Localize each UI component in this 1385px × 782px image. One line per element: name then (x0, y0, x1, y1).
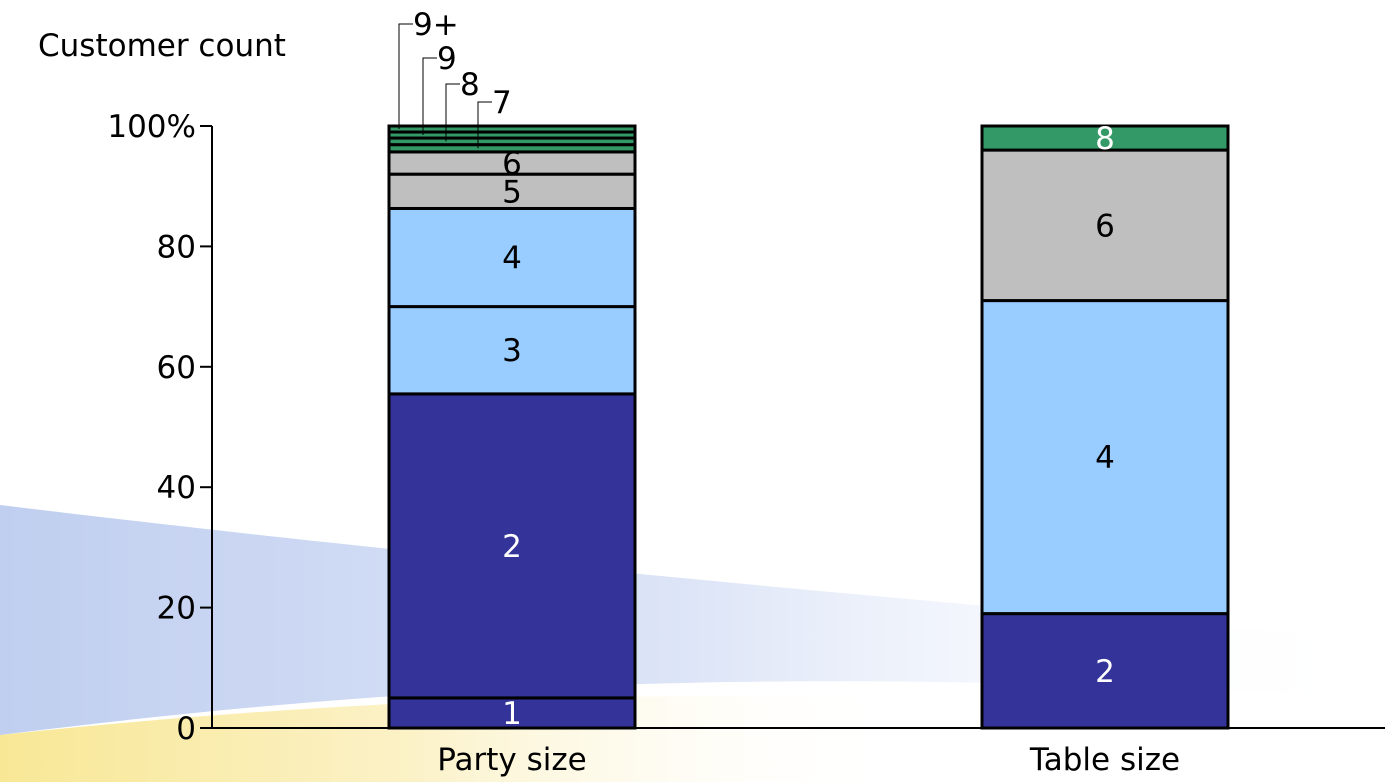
y-tick-label: 0 (176, 711, 196, 747)
segment-label: 6 (502, 146, 522, 182)
callout-leader-line (445, 83, 460, 142)
y-tick-label: 20 (157, 591, 196, 627)
segment-label: 3 (502, 333, 522, 369)
bar-segment (387, 305, 637, 396)
segment-label: 8 (1095, 121, 1115, 157)
y-axis-title: Customer count (38, 28, 286, 64)
y-tick-label: 40 (157, 470, 196, 506)
bar-segment (980, 124, 1230, 152)
bar-segment (980, 299, 1230, 616)
segment-label: 2 (1095, 654, 1115, 690)
bar-segment (387, 124, 637, 134)
bar-segment (387, 696, 637, 730)
segment-label: 5 (502, 174, 522, 210)
y-tick-label: 100% (107, 109, 196, 145)
bar-segment (980, 612, 1230, 730)
callout-label: 7 (492, 85, 512, 121)
segment-label: 1 (502, 696, 522, 732)
callout-leader-line (477, 101, 492, 149)
segment-label: 6 (1095, 208, 1115, 244)
segment-label: 4 (1095, 440, 1115, 476)
callout-label: 9+ (413, 7, 459, 43)
bar-segment (387, 172, 637, 210)
segment-label: 2 (502, 529, 522, 565)
callout-leader-line (422, 57, 437, 136)
segment-label: 4 (502, 241, 522, 277)
y-tick-label: 80 (157, 229, 196, 265)
bar-segment (387, 392, 637, 700)
callout-label: 9 (437, 41, 457, 77)
x-category-label: Party size (437, 742, 587, 778)
callout-leader-line (398, 23, 413, 130)
bar-segment (387, 206, 637, 309)
callout-label: 8 (460, 67, 480, 103)
x-category-label: Table size (1029, 742, 1180, 778)
bar-segment (980, 148, 1230, 303)
y-tick-label: 60 (157, 350, 196, 386)
